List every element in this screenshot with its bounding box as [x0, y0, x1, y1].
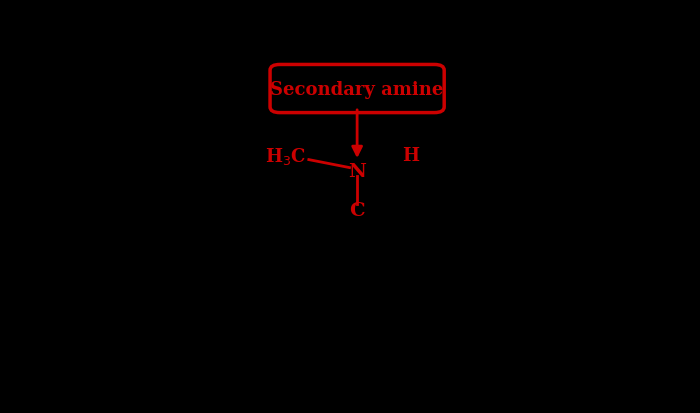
FancyBboxPatch shape — [270, 65, 444, 113]
Text: H$_3$C: H$_3$C — [265, 146, 306, 166]
Text: H: H — [402, 147, 419, 165]
Text: C: C — [349, 201, 365, 219]
Text: N: N — [348, 163, 366, 181]
Text: Secondary amine: Secondary amine — [270, 81, 444, 98]
